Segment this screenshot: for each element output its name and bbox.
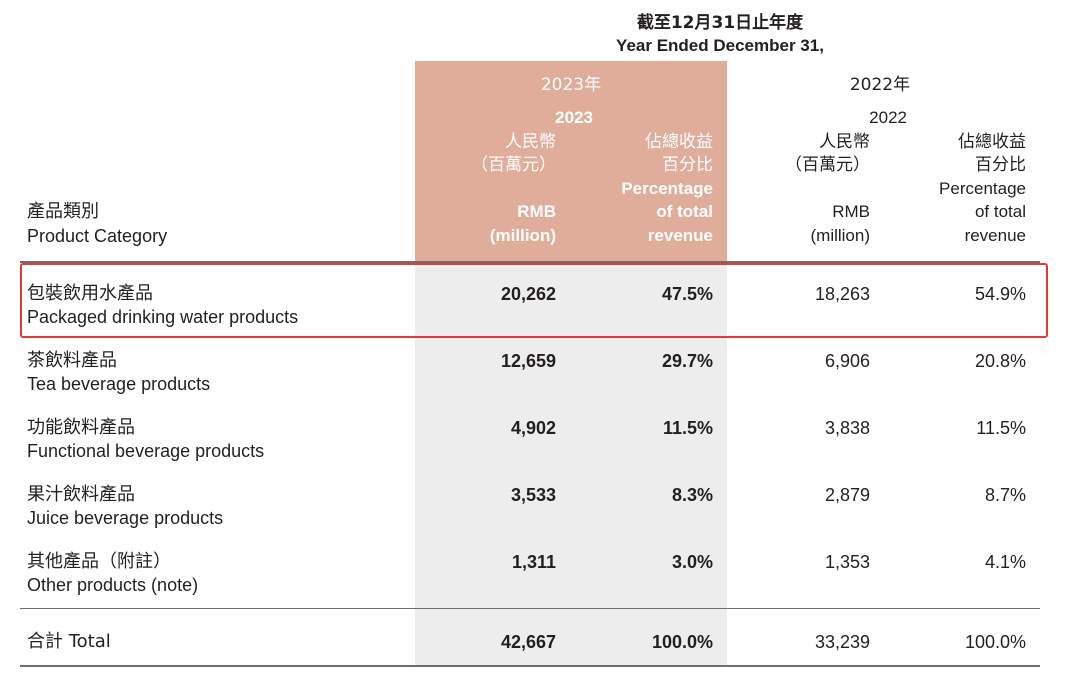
rmb-2023-cell: 20,262 xyxy=(500,284,556,304)
period-title-cn: 截至12月31日止年度 xyxy=(636,13,804,33)
row-label-en: Packaged drinking water products xyxy=(27,307,299,327)
pct-cn-2-2023: 百分比 xyxy=(662,155,713,175)
rmb-2022-cell: 18,263 xyxy=(814,284,870,304)
row-label-en: Tea beverage products xyxy=(27,374,211,394)
rmb-2023-cell: 4,902 xyxy=(510,418,556,438)
total-rmb-2023: 42,667 xyxy=(500,632,556,652)
row-label-en: Other products (note) xyxy=(27,575,199,595)
rmb-2022-cell: 1,353 xyxy=(824,552,870,572)
pct-en-2-2023: of total xyxy=(656,202,713,221)
pct-2022-cell: 4.1% xyxy=(984,552,1026,572)
rmb-en-2022: RMB xyxy=(832,202,870,221)
rmb-2023-cell: 1,311 xyxy=(511,552,556,572)
rmb-en-2023: RMB xyxy=(517,202,556,221)
period-title-en: Year Ended December 31, xyxy=(616,36,824,55)
pct-en-3-2023: revenue xyxy=(647,226,713,245)
total-rmb-2022: 33,239 xyxy=(814,632,870,652)
header-divider xyxy=(20,261,1040,263)
rmb-cn-2022: 人民幣 xyxy=(819,132,870,152)
pct-2023-cell: 3.0% xyxy=(671,552,713,572)
total-label: 合計 Total xyxy=(27,631,111,652)
million-en-2023: (million) xyxy=(489,226,556,245)
total-pct-2022: 100.0% xyxy=(964,632,1026,652)
highlight-column-2023 xyxy=(415,61,727,262)
pct-2022-cell: 54.9% xyxy=(974,284,1026,304)
pct-cn-1-2023: 佔總收益 xyxy=(645,132,713,152)
million-en-2022: (million) xyxy=(810,226,871,245)
pct-2022-cell: 20.8% xyxy=(974,351,1026,371)
year-2023: 2023 xyxy=(555,108,593,127)
pct-en-2-2022: of total xyxy=(974,202,1026,221)
shaded-column-2023 xyxy=(415,262,727,667)
million-cn-2023: （百萬元） xyxy=(471,155,556,175)
pct-2022-cell: 11.5% xyxy=(976,418,1026,438)
pct-2023-cell: 8.3% xyxy=(671,485,713,505)
row-label-en: Functional beverage products xyxy=(27,441,265,461)
rmb-2022-cell: 6,906 xyxy=(824,351,870,371)
million-cn-2022: （百萬元） xyxy=(785,155,870,175)
rmb-2023-cell: 12,659 xyxy=(500,351,556,371)
pct-2022-cell: 8.7% xyxy=(984,485,1026,505)
pct-2023-cell: 11.5% xyxy=(662,418,713,438)
rmb-2022-cell: 3,838 xyxy=(824,418,870,438)
row-label-cn: 功能飲料產品 xyxy=(27,417,135,438)
pct-en-1-2023: Percentage xyxy=(621,179,713,198)
pct-en-3-2022: revenue xyxy=(964,226,1026,245)
row-label-cn: 果汁飲料產品 xyxy=(27,484,135,505)
row-label-en: Juice beverage products xyxy=(27,508,224,528)
total-pct-2023: 100.0% xyxy=(651,632,713,652)
rmb-2022-cell: 2,879 xyxy=(824,485,870,505)
pct-2023-cell: 47.5% xyxy=(661,284,713,304)
row-label-cn: 包裝飲用水產品 xyxy=(27,283,153,304)
category-header-cn: 產品類別 xyxy=(27,201,99,222)
pct-2023-cell: 29.7% xyxy=(661,351,713,371)
rmb-2023-cell: 3,533 xyxy=(510,485,556,505)
year-2023-cn: 2023年 xyxy=(540,75,602,95)
rmb-cn-2023: 人民幣 xyxy=(505,132,556,152)
total-divider-top xyxy=(20,608,1040,609)
category-header-en: Product Category xyxy=(27,226,168,246)
total-divider-bottom xyxy=(20,665,1040,667)
year-2022-cn: 2022年 xyxy=(849,75,911,95)
year-2022: 2022 xyxy=(869,108,907,127)
pct-cn-2-2022: 百分比 xyxy=(975,155,1026,175)
row-label-cn: 茶飲料產品 xyxy=(27,350,117,371)
pct-en-1-2022: Percentage xyxy=(939,179,1026,198)
row-label-cn: 其他產品（附註） xyxy=(27,551,171,572)
pct-cn-1-2022: 佔總收益 xyxy=(958,132,1026,152)
selection-highlight-box xyxy=(20,263,1048,338)
